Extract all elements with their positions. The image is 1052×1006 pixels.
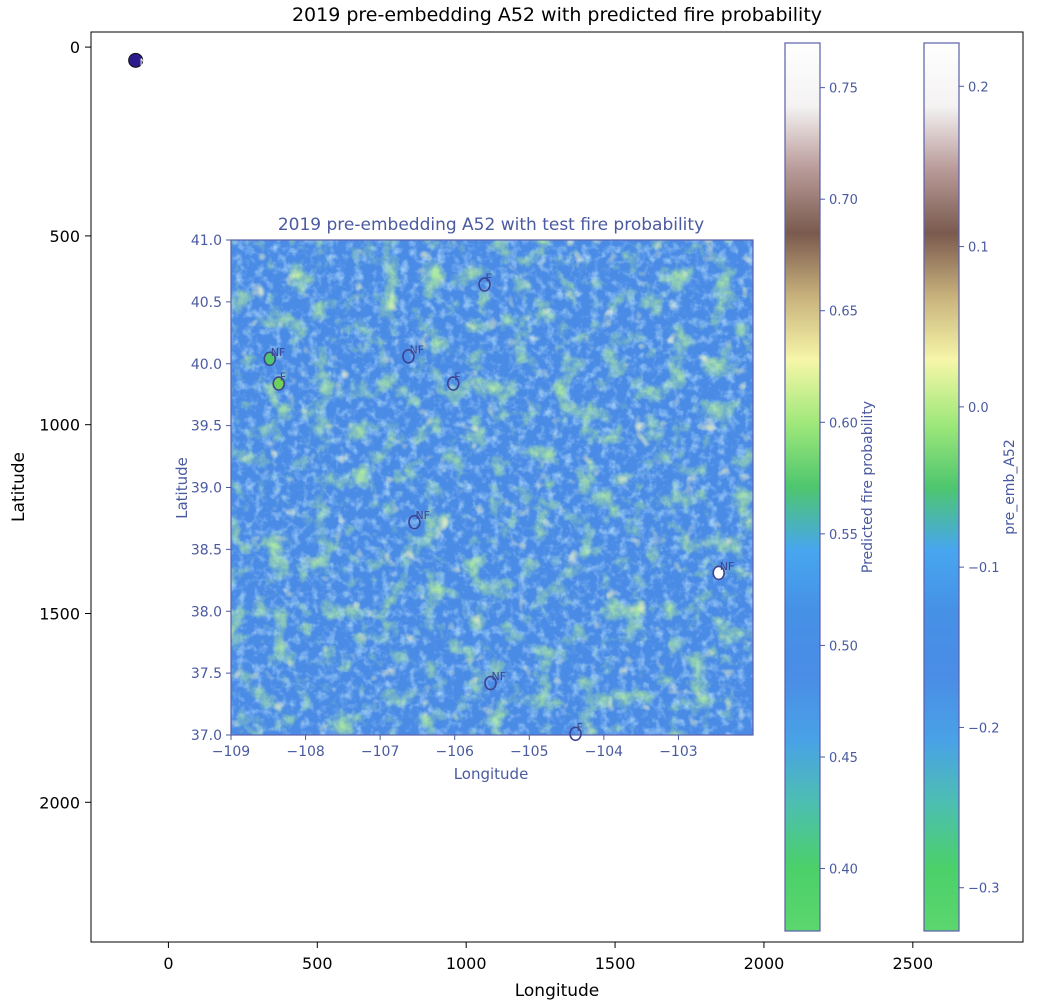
inset-y-tick-label: 37.0 (191, 728, 222, 744)
fire-marker-label: NF (415, 509, 430, 522)
colorbar-fire-probability-ticks: 0.40 0.45 0.50 0.55 0.60 0.65 0.70 0.75 (820, 82, 858, 878)
colorbar-tick-label: 0.50 (829, 639, 858, 654)
colorbar-tick-label: 0.1 (968, 241, 989, 256)
x-axis-label: Longitude (515, 981, 600, 1001)
outer-point-layer: N (128, 52, 147, 68)
inset-y-tick-label: 38.0 (191, 604, 222, 620)
y-tick-label: 1500 (39, 604, 80, 623)
inset-figure: 2019 pre-embedding A52 with test fire pr… (173, 215, 754, 783)
fire-marker (484, 675, 497, 691)
inset-x-axis-label: Longitude (454, 765, 529, 783)
colorbar-tick-label: −0.1 (968, 561, 1000, 576)
colorbar-fire-probability-label: Predicted fire probability (860, 401, 876, 573)
fire-marker-label: NF (409, 343, 424, 356)
inset-x-tick-label: −108 (286, 744, 324, 760)
fire-marker-label: NF (271, 346, 286, 359)
y-tick-label: 2000 (39, 793, 80, 812)
fire-marker-label: F (577, 721, 583, 734)
y-tick-label: 0 (70, 38, 80, 57)
fire-marker (712, 565, 725, 581)
fire-marker (569, 726, 582, 742)
inset-x-tick-label: −103 (659, 744, 697, 760)
fire-marker (263, 351, 277, 367)
fire-marker (272, 376, 286, 391)
colorbar-pre-emb: −0.3 −0.2 −0.1 0.0 0.1 0.2 pre_emb_A52 (923, 42, 1018, 932)
fire-marker (478, 277, 491, 292)
colorbar-tick-label: −0.2 (968, 721, 1000, 736)
inset-y-tick-label: 39.5 (191, 419, 222, 435)
inset-y-axis-ticks: 37.0 37.5 38.0 38.5 39.0 39.5 40.0 40.5 41.0 (191, 233, 231, 744)
inset-y-axis-label: Latitude (173, 457, 191, 519)
inset-y-tick-label: 40.0 (191, 357, 222, 373)
fire-marker (402, 349, 415, 364)
inset-fire-markers: F NF F NF F NF NF NF F (263, 272, 735, 742)
colorbar-tick-label: 0.75 (829, 82, 858, 97)
y-tick-label: 500 (49, 227, 80, 246)
fire-marker (408, 514, 421, 530)
x-tick-label: 1500 (595, 954, 636, 973)
y-axis-label: Latitude (9, 452, 29, 522)
x-tick-label: 1000 (446, 954, 487, 973)
x-axis-ticks: 0 500 1000 1500 2000 2500 (163, 942, 933, 973)
colorbar-pre-emb-label: pre_emb_A52 (1002, 439, 1018, 534)
y-tick-label: 1000 (39, 416, 80, 435)
fire-marker (446, 376, 460, 391)
main-axes-frame (90, 31, 1024, 943)
fire-marker-label: NF (492, 670, 507, 683)
colorbar-fire-probability: 0.40 0.45 0.50 0.55 0.60 0.65 0.70 0.75 Predict… (784, 42, 876, 932)
inset-y-tick-label: 41.0 (191, 233, 222, 249)
colorbar-pre-emb-ticks: −0.3 −0.2 −0.1 0.0 0.1 0.2 (959, 80, 1000, 897)
colorbar-fire-probability-gradient (784, 42, 821, 932)
inset-x-axis-ticks: −109 −108 −107 −106 −105 −104 −103 (212, 735, 698, 760)
x-tick-label: 2000 (744, 954, 785, 973)
colorbar-tick-label: 0.40 (829, 863, 858, 878)
colorbar-tick-label: −0.3 (968, 882, 1000, 897)
inset-map-texture (231, 240, 753, 735)
inset-x-tick-label: −105 (510, 744, 548, 760)
fire-marker-label: F (280, 371, 286, 384)
inset-y-tick-label: 39.0 (191, 481, 222, 497)
colorbar-tick-label: 0.2 (968, 80, 989, 95)
fire-marker-label: NF (720, 560, 735, 573)
colorbar-tick-label: 0.45 (829, 751, 858, 766)
colorbar-tick-label: 0.60 (829, 416, 858, 431)
x-tick-label: 2500 (892, 954, 933, 973)
inset-title: 2019 pre-embedding A52 with test fire pr… (278, 215, 704, 235)
fire-marker-label: F (454, 371, 460, 384)
y-axis-ticks: 0 500 1000 1500 2000 (39, 38, 91, 812)
x-tick-label: 0 (163, 954, 173, 973)
inset-x-tick-label: −104 (585, 744, 624, 760)
inset-y-tick-label: 40.5 (191, 295, 222, 311)
colorbar-tick-label: 0.70 (829, 193, 858, 208)
colorbar-pre-emb-gradient (923, 42, 960, 932)
inset-x-tick-label: −106 (435, 744, 474, 760)
chart-title: 2019 pre-embedding A52 with predicted fi… (292, 4, 822, 26)
fire-marker-label: F (486, 272, 492, 285)
outer-data-point-label: N (140, 57, 147, 68)
inset-y-tick-label: 38.5 (191, 542, 222, 558)
colorbar-tick-label: 0.55 (829, 528, 858, 543)
inset-x-tick-label: −109 (212, 744, 250, 760)
inset-y-tick-label: 37.5 (191, 666, 222, 682)
colorbar-tick-label: 0.0 (968, 401, 989, 416)
inset-x-tick-label: −107 (361, 744, 399, 760)
colorbar-tick-label: 0.65 (829, 305, 858, 320)
outer-data-point (128, 52, 144, 68)
x-tick-label: 500 (302, 954, 333, 973)
